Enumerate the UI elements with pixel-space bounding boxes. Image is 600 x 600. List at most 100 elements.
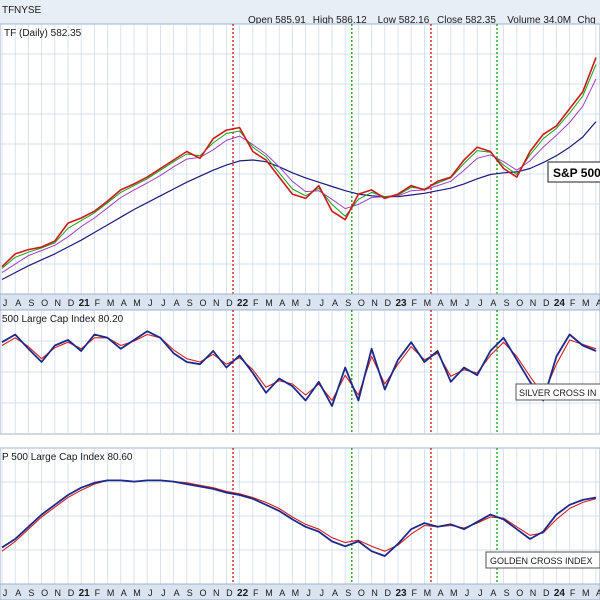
- axis-band-background: [0, 293, 600, 311]
- sp500-annotation: S&P 500: [553, 166, 600, 180]
- silver-cross-panel: 500 Large Cap Index 80.20 SILVER CROSS I…: [0, 309, 600, 435]
- x-tick-label: D: [543, 588, 550, 598]
- price-panel-frame: [0, 23, 600, 295]
- x-tick-label: M: [107, 298, 115, 308]
- ohlc-item: Volume 34.0M: [507, 15, 571, 26]
- x-tick-label: M: [133, 298, 141, 308]
- ticker-fragment: TF: [2, 5, 14, 16]
- x-tick-label: F: [253, 298, 259, 308]
- x-tick-label: N: [55, 298, 62, 308]
- x-tick-label: S: [28, 298, 34, 308]
- x-tick-label: N: [530, 298, 537, 308]
- series-line-signal: [1, 333, 597, 402]
- exchange-label: NYSE: [14, 5, 42, 16]
- ohlc-item: Low 582.16: [378, 15, 430, 26]
- x-tick-label: S: [504, 588, 510, 598]
- x-tick-label: S: [187, 298, 193, 308]
- x-tick-year-label: 23: [395, 588, 407, 599]
- x-tick-label: A: [490, 298, 496, 308]
- x-tick-year-label: 21: [79, 588, 91, 599]
- x-tick-label: O: [358, 588, 365, 598]
- x-tick-label: A: [596, 588, 600, 598]
- golden-annotation: GOLDEN CROSS INDEX: [490, 556, 593, 566]
- x-tick-label: F: [95, 588, 101, 598]
- x-tick-label: J: [306, 588, 311, 598]
- x-tick-label: S: [187, 588, 193, 598]
- x-axis-band-bottom: J A S O N D 21 F M A M J J A S O N D 22 F M A M J J A S O N D 23 F M A M J J…: [0, 583, 600, 600]
- x-tick-label: D: [226, 588, 233, 598]
- x-tick-label: M: [107, 588, 115, 598]
- x-tick-year-label: 22: [237, 298, 249, 309]
- x-tick-label: A: [121, 298, 127, 308]
- x-tick-label: M: [582, 588, 590, 598]
- x-tick-year-label: 22: [237, 588, 249, 599]
- x-tick-label: A: [332, 588, 338, 598]
- x-tick-label: D: [385, 298, 392, 308]
- x-tick-label: A: [174, 298, 180, 308]
- ohlc-readout: Open 585.91 High 586.12 Low 582.16 Close 58…: [248, 15, 596, 26]
- x-tick-label: N: [213, 588, 220, 598]
- silver-panel-title: 500 Large Cap Index 80.20: [2, 314, 124, 325]
- ohlc-item: Close 582.35: [437, 15, 496, 26]
- x-tick-label: M: [424, 588, 432, 598]
- x-tick-label: J: [3, 588, 8, 598]
- x-tick-label: J: [320, 298, 325, 308]
- x-tick-label: F: [411, 588, 417, 598]
- series-line-long-ma: [1, 121, 597, 281]
- x-tick-label: A: [15, 298, 21, 308]
- x-tick-label: N: [371, 588, 378, 598]
- x-tick-label: N: [213, 298, 220, 308]
- series-line-index: [1, 479, 597, 557]
- silver-series-group: [1, 330, 597, 407]
- x-tick-label: M: [450, 298, 458, 308]
- sp500-annotation-box: [547, 161, 600, 183]
- x-tick-label: O: [41, 298, 48, 308]
- price-grid: [0, 24, 600, 294]
- x-tick-label: M: [265, 588, 273, 598]
- golden-cross-panel: P 500 Large Cap Index 80.60 GOLDEN CROSS…: [0, 447, 600, 585]
- x-tick-label: M: [292, 588, 300, 598]
- price-panel-title: TF (Daily) 582.35: [4, 28, 82, 39]
- x-tick-label: M: [265, 298, 273, 308]
- x-tick-label: D: [543, 298, 550, 308]
- x-tick-year-label: 24: [554, 298, 566, 309]
- x-tick-label: S: [28, 588, 34, 598]
- x-tick-label: O: [41, 588, 48, 598]
- series-line-price: [1, 57, 597, 268]
- x-tick-label: F: [95, 298, 101, 308]
- golden-panel-title: P 500 Large Cap Index 80.60: [2, 452, 133, 463]
- x-tick-label: A: [279, 588, 285, 598]
- x-tick-label: M: [292, 298, 300, 308]
- x-tick-label: J: [3, 298, 8, 308]
- x-tick-label: A: [490, 588, 496, 598]
- x-tick-label: M: [133, 588, 141, 598]
- x-tick-label: J: [161, 298, 166, 308]
- silver-signal-lines: [232, 310, 498, 434]
- x-tick-year-label: 23: [395, 298, 407, 309]
- x-tick-label: D: [385, 588, 392, 598]
- x-tick-label: J: [478, 298, 483, 308]
- x-tick-label: J: [161, 588, 166, 598]
- x-axis-band-top: J A S O N D 21 F M A M J J A S O N D 22 F M A M J J A S O N D 23 F M A M J J…: [0, 293, 600, 311]
- x-tick-label: M: [450, 588, 458, 598]
- x-tick-label: A: [438, 298, 444, 308]
- x-tick-label: N: [371, 298, 378, 308]
- price-series-group: [1, 57, 597, 281]
- price-panel: TF (Daily) 582.35 S&P 500: [0, 23, 600, 295]
- x-tick-label: M: [424, 298, 432, 308]
- x-tick-label: O: [199, 588, 206, 598]
- x-tick-label: S: [345, 588, 351, 598]
- x-tick-label: A: [438, 588, 444, 598]
- x-tick-label: N: [530, 588, 537, 598]
- x-tick-label: J: [320, 588, 325, 598]
- header-bar: TF NYSE Open 585.91 High 586.12 Low 582.16…: [0, 0, 600, 26]
- ohlc-item: High 586.12: [313, 15, 367, 26]
- x-tick-label: D: [68, 588, 75, 598]
- x-tick-label: N: [55, 588, 62, 598]
- x-tick-label: F: [411, 298, 417, 308]
- x-tick-label: A: [332, 298, 338, 308]
- series-line-index: [1, 330, 597, 407]
- x-tick-label: D: [68, 298, 75, 308]
- x-tick-label: O: [516, 298, 523, 308]
